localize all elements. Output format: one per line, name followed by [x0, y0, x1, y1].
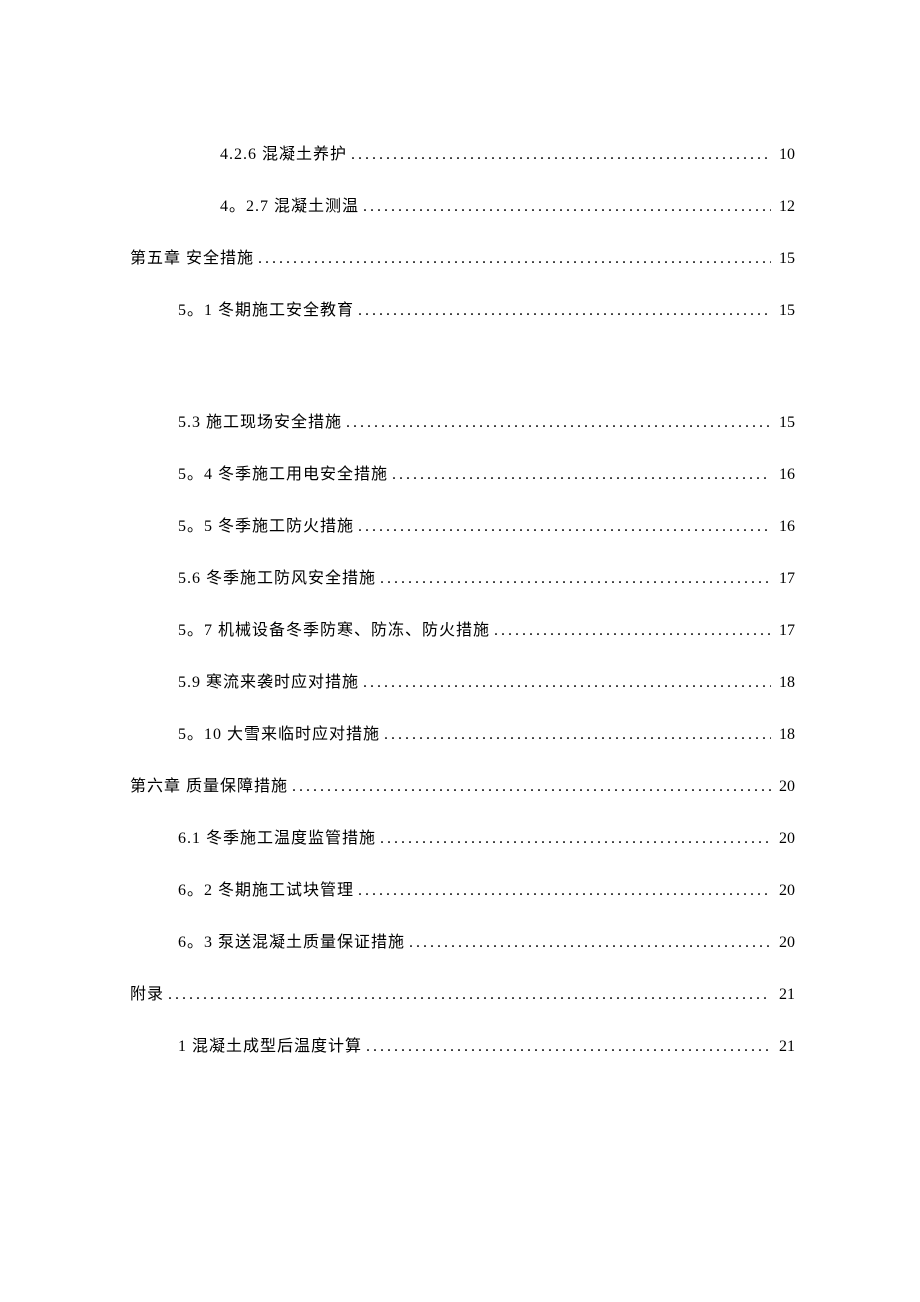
toc-leader-dots [168, 986, 771, 1004]
toc-label: 6。2 冬期施工试块管理 [178, 876, 354, 900]
toc-entry: 附录 21 [130, 980, 795, 1004]
toc-label: 5。5 冬季施工防火措施 [178, 512, 354, 536]
toc-page-number: 20 [775, 882, 795, 900]
toc-page-number: 10 [775, 146, 795, 164]
toc-entry: 5。10 大雪来临时应对措施 18 [130, 720, 795, 744]
toc-label: 第五章 安全措施 [130, 244, 254, 268]
toc-page-number: 16 [775, 466, 795, 484]
toc-page-number: 15 [775, 302, 795, 320]
toc-leader-dots [392, 466, 771, 484]
toc-label: 5。7 机械设备冬季防寒、防冻、防火措施 [178, 616, 490, 640]
toc-label: 5.3 施工现场安全措施 [178, 408, 342, 432]
toc-label: 6.1 冬季施工温度监管措施 [178, 824, 376, 848]
toc-page-number: 15 [775, 250, 795, 268]
toc-page-number: 16 [775, 518, 795, 536]
toc-entry: 5。7 机械设备冬季防寒、防冻、防火措施 17 [130, 616, 795, 640]
toc-entry: 6.1 冬季施工温度监管措施 20 [130, 824, 795, 848]
toc-leader-dots [358, 518, 771, 536]
toc-leader-dots [292, 778, 771, 796]
toc-leader-dots [380, 830, 771, 848]
toc-label: 附录 [130, 980, 164, 1004]
toc-label: 4。2.7 混凝土测温 [220, 192, 359, 216]
toc-leader-dots [366, 1038, 771, 1056]
toc-label: 5.9 寒流来袭时应对措施 [178, 668, 359, 692]
toc-label: 6。3 泵送混凝土质量保证措施 [178, 928, 405, 952]
toc-leader-dots [346, 414, 771, 432]
toc-entry: 6。3 泵送混凝土质量保证措施 20 [130, 928, 795, 952]
toc-leader-dots [358, 302, 771, 320]
toc-entry: 5。5 冬季施工防火措施 16 [130, 512, 795, 536]
toc-page-number: 20 [775, 830, 795, 848]
toc-entry: 6。2 冬期施工试块管理 20 [130, 876, 795, 900]
toc-entry: 第五章 安全措施 15 [130, 244, 795, 268]
toc-gap [130, 348, 795, 408]
toc-page-number: 20 [775, 934, 795, 952]
toc-leader-dots [358, 882, 771, 900]
toc-page-number: 17 [775, 570, 795, 588]
toc-page-number: 18 [775, 674, 795, 692]
toc-page-number: 15 [775, 414, 795, 432]
toc-entry: 5。1 冬期施工安全教育 15 [130, 296, 795, 320]
toc-leader-dots [363, 198, 771, 216]
toc-entry: 5.6 冬季施工防风安全措施 17 [130, 564, 795, 588]
table-of-contents: 4.2.6 混凝土养护104。2.7 混凝土测温12第五章 安全措施155。1 … [130, 140, 795, 1056]
toc-entry: 5.3 施工现场安全措施 15 [130, 408, 795, 432]
toc-entry: 5。4 冬季施工用电安全措施 16 [130, 460, 795, 484]
toc-label: 5。1 冬期施工安全教育 [178, 296, 354, 320]
toc-page-number: 18 [775, 726, 795, 744]
toc-leader-dots [258, 250, 771, 268]
toc-page-number: 20 [775, 778, 795, 796]
toc-entry: 4.2.6 混凝土养护 10 [130, 140, 795, 164]
toc-leader-dots [363, 674, 771, 692]
toc-label: 4.2.6 混凝土养护 [220, 140, 347, 164]
toc-leader-dots [384, 726, 771, 744]
toc-label: 5。4 冬季施工用电安全措施 [178, 460, 388, 484]
toc-leader-dots [351, 146, 771, 164]
toc-entry: 第六章 质量保障措施 20 [130, 772, 795, 796]
toc-label: 第六章 质量保障措施 [130, 772, 288, 796]
toc-label: 1 混凝土成型后温度计算 [178, 1032, 362, 1056]
toc-page-number: 12 [775, 198, 795, 216]
toc-label: 5。10 大雪来临时应对措施 [178, 720, 380, 744]
toc-leader-dots [494, 622, 771, 640]
toc-leader-dots [409, 934, 771, 952]
toc-page-number: 21 [775, 1038, 795, 1056]
toc-page-number: 17 [775, 622, 795, 640]
toc-entry: 4。2.7 混凝土测温 12 [130, 192, 795, 216]
toc-label: 5.6 冬季施工防风安全措施 [178, 564, 376, 588]
toc-entry: 1 混凝土成型后温度计算 21 [130, 1032, 795, 1056]
toc-leader-dots [380, 570, 771, 588]
toc-page-number: 21 [775, 986, 795, 1004]
toc-entry: 5.9 寒流来袭时应对措施 18 [130, 668, 795, 692]
